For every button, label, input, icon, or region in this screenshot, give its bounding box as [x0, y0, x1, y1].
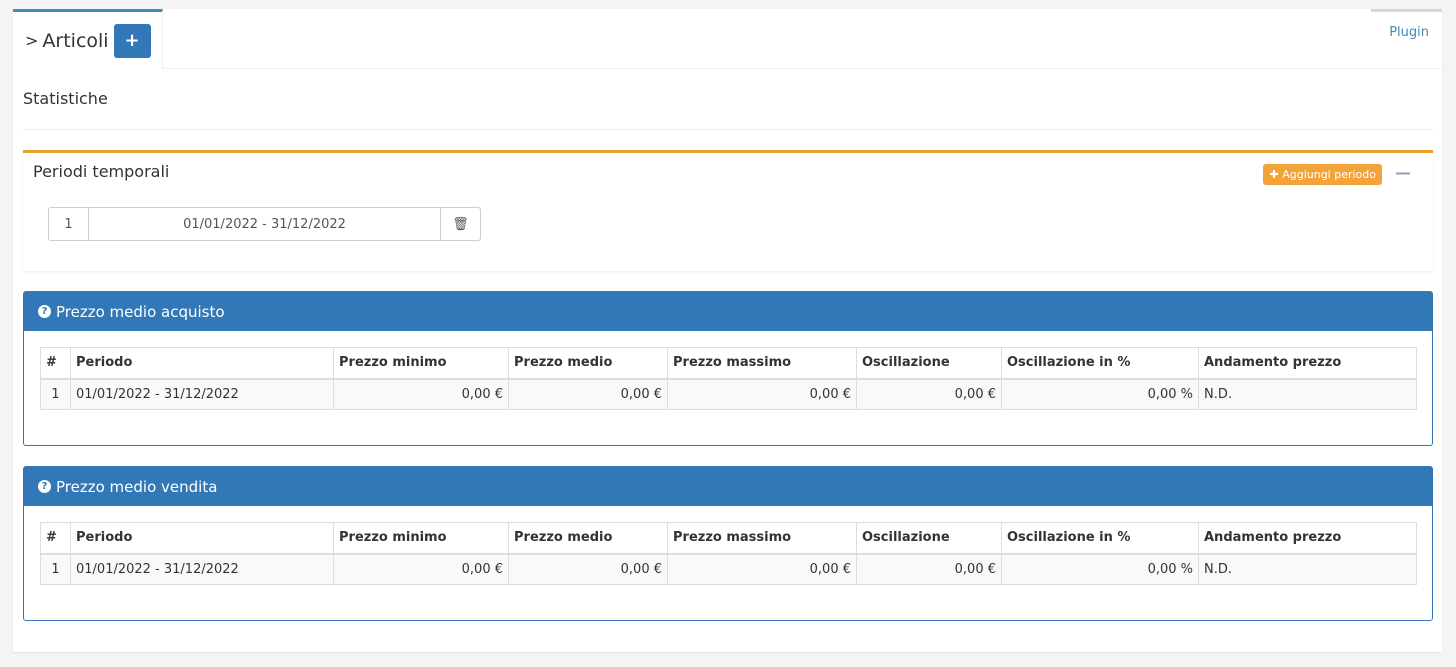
table-cell: 0,00 € [856, 378, 1002, 410]
add-period-label: Aggiungi periodo [1282, 168, 1376, 181]
column-header: Prezzo massimo [667, 522, 857, 555]
column-header: Oscillazione [856, 347, 1002, 380]
tab-articoli[interactable]: > Articoli + [13, 9, 163, 69]
period-range-input[interactable]: 01/01/2022 - 31/12/2022 [183, 216, 346, 232]
column-header: Andamento prezzo [1198, 347, 1417, 380]
trash-icon: 🗑 [452, 216, 469, 232]
acquisto-box: ? Prezzo medio acquisto # Periodo Prezzo mi… [23, 291, 1433, 446]
table-row: 1 01/01/2022 - 31/12/2022 0,00 €0,00 €0,00… [40, 553, 1417, 585]
table-cell: 01/01/2022 - 31/12/2022 [70, 553, 334, 585]
table-cell: N.D. [1198, 378, 1417, 410]
table-cell: 0,00 € [667, 378, 857, 410]
vendita-table: # Periodo Prezzo minimo Prezzo medio Prezzo … [40, 522, 1417, 585]
column-header: Oscillazione [856, 522, 1002, 555]
add-period-button[interactable]: ✚ Aggiungi periodo [1263, 164, 1382, 185]
table-cell: 0,00 € [333, 378, 509, 410]
acquisto-table: # Periodo Prezzo minimo Prezzo medio Prezzo … [40, 347, 1417, 410]
table-cell: 0,00 € [333, 553, 509, 585]
period-number: 1 [49, 208, 89, 240]
table-cell: 0,00 % [1001, 378, 1199, 410]
table-cell: 0,00 € [856, 553, 1002, 585]
column-header: Prezzo medio [508, 347, 668, 380]
delete-period-button[interactable]: 🗑 [440, 208, 480, 240]
periodi-box: Periodi temporali ✚ Aggiungi periodo — 1… [23, 150, 1433, 271]
column-header: Prezzo medio [508, 522, 668, 555]
column-header: Prezzo massimo [667, 347, 857, 380]
main-card: > Articoli + Plugin Statistiche Periodi … [13, 9, 1442, 652]
table-cell: 0,00 % [1001, 553, 1199, 585]
table-cell: 0,00 € [508, 378, 668, 410]
plus-icon: ✚ [1269, 168, 1279, 181]
vendita-title: Prezzo medio vendita [56, 477, 218, 496]
table-cell: 1 [40, 553, 71, 585]
column-header: Prezzo minimo [333, 522, 509, 555]
acquisto-title: Prezzo medio acquisto [56, 302, 225, 321]
question-icon[interactable]: ? [38, 305, 51, 318]
table-cell: 0,00 € [508, 553, 668, 585]
table-cell: 01/01/2022 - 31/12/2022 [70, 378, 334, 410]
column-header: Andamento prezzo [1198, 522, 1417, 555]
column-header: Periodo [70, 347, 334, 380]
add-article-button[interactable]: + [113, 23, 151, 58]
minus-icon[interactable]: — [1395, 163, 1411, 182]
divider [23, 129, 1433, 130]
column-header: Oscillazione in % [1001, 347, 1199, 380]
tab-bar: > Articoli + Plugin [13, 9, 1442, 69]
column-header: # [40, 522, 71, 555]
periodi-title: Periodi temporali [33, 162, 170, 181]
tab-label: Articoli [42, 29, 109, 52]
plus-icon: + [124, 30, 140, 51]
table-cell: N.D. [1198, 553, 1417, 585]
tab-plugin[interactable]: Plugin [1371, 9, 1442, 69]
header-row: # Periodo Prezzo minimo Prezzo medio Prezzo … [40, 522, 1417, 555]
table-cell: 0,00 € [667, 553, 857, 585]
vendita-box: ? Prezzo medio vendita # Periodo Prezzo min… [23, 466, 1433, 621]
section-title: Statistiche [23, 89, 108, 108]
table-cell: 1 [40, 378, 71, 410]
question-icon[interactable]: ? [38, 480, 51, 493]
column-header: Periodo [70, 522, 334, 555]
header-row: # Periodo Prezzo minimo Prezzo medio Prezzo … [40, 347, 1417, 380]
table-row: 1 01/01/2022 - 31/12/2022 0,00 €0,00 €0,00… [40, 378, 1417, 410]
period-input-group: 1 01/01/2022 - 31/12/2022 🗑 [48, 207, 481, 241]
column-header: Prezzo minimo [333, 347, 509, 380]
column-header: Oscillazione in % [1001, 522, 1199, 555]
column-header: # [40, 347, 71, 380]
chevron-right-icon: > [25, 31, 39, 50]
